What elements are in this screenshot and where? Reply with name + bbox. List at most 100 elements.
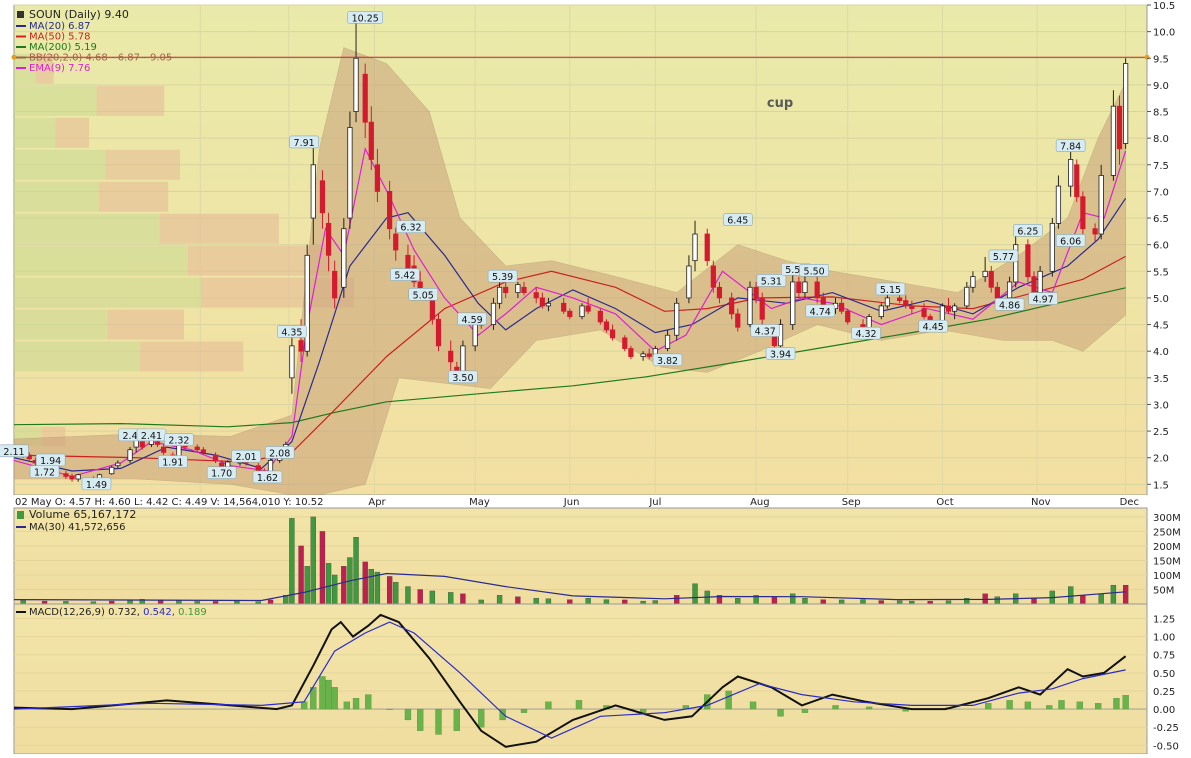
volume-bar: [735, 598, 741, 605]
candle: [1074, 159, 1080, 203]
price-label-text: 3.50: [452, 373, 473, 384]
price-label-box: [264, 446, 295, 459]
macd-tick-label: -0.50: [1153, 741, 1179, 752]
price-label-box: [756, 274, 787, 287]
candle: [646, 348, 652, 360]
volume-by-price: [14, 53, 354, 447]
volume-bar: [478, 599, 484, 605]
date-tick-label: Sep: [842, 497, 861, 508]
price-label-text: 4.45: [923, 322, 944, 333]
candle: [988, 265, 994, 293]
macd-title: MACD(12,26,9) 0.732, 0.542, 0.189: [29, 607, 207, 618]
candle: [539, 292, 545, 309]
price-label-text: 2.01: [236, 452, 257, 463]
volume-bar: [417, 589, 423, 605]
price-point-label: 4.32: [851, 326, 881, 340]
volume-by-price-up: [14, 341, 141, 372]
macd-histogram-bar: [325, 679, 332, 710]
candle-body: [341, 228, 347, 288]
symbol-label: SOUN (Daily) 9.40: [29, 8, 129, 21]
volume-by-price-up: [14, 213, 160, 244]
candle: [1116, 95, 1123, 165]
price-point-label: 2.01: [231, 449, 261, 463]
candle-body: [716, 286, 723, 299]
candle-body: [347, 127, 353, 219]
volume-bar: [1098, 593, 1104, 605]
candle-body: [994, 286, 1000, 299]
candle: [63, 471, 69, 480]
candle: [878, 303, 884, 320]
price-label-text: 3.82: [657, 356, 678, 367]
candle: [640, 351, 646, 361]
macd-tick-label: -0.25: [1153, 723, 1179, 734]
candle-body: [368, 121, 374, 160]
price-label-text: 6.06: [1060, 236, 1081, 247]
candle-body: [194, 446, 200, 451]
candle: [686, 255, 692, 304]
volume-tick-label: 250M: [1153, 527, 1181, 538]
price-label-text: 2.41: [123, 431, 144, 442]
volume-bar: [545, 598, 552, 605]
volume-bar: [692, 583, 698, 605]
candle-body: [387, 191, 393, 230]
volume-bar: [319, 531, 326, 605]
macd-lines: [13, 613, 1127, 748]
volume-bar: [1068, 586, 1074, 605]
candle-body: [952, 305, 958, 312]
candle-body: [1116, 105, 1123, 150]
macd-histogram-bar: [1058, 700, 1065, 710]
price-point-label: 6.25: [1013, 224, 1043, 237]
candle: [704, 228, 710, 266]
price-point-label: 6.32: [396, 220, 426, 234]
macd-histogram-bar: [520, 708, 528, 713]
macd-histogram-bar: [499, 708, 506, 721]
candle: [921, 303, 927, 320]
candle: [747, 281, 753, 328]
price-label-text: 1.91: [162, 458, 183, 469]
macd-histogram-bar: [319, 676, 326, 710]
price-tick-label: 9.0: [1153, 81, 1169, 92]
candle-body: [1031, 276, 1037, 294]
price-point-label: 4.37: [750, 324, 781, 337]
macd-histogram-bar: [1113, 698, 1120, 710]
candle: [1055, 175, 1062, 229]
volume-bar: [652, 600, 658, 605]
price-tick-label: 5.5: [1153, 267, 1169, 278]
candle-body: [945, 305, 952, 312]
macd-histogram-bar: [1046, 705, 1053, 710]
volume-by-price-down: [159, 213, 279, 244]
price-label-text: 1.70: [211, 469, 232, 480]
price-label-box: [918, 319, 949, 333]
price-point-label: 7.91: [289, 135, 319, 149]
candle: [310, 142, 316, 245]
candle-body: [353, 57, 359, 112]
macd-title-main: MACD(12,26,9) 0.732,: [29, 607, 143, 618]
price-label-text: 4.32: [855, 329, 876, 340]
price-label-box: [805, 304, 836, 318]
candle: [964, 281, 970, 309]
volume-bar: [353, 537, 359, 605]
price-point-label: 4.45: [918, 319, 949, 333]
date-tick-label: Nov: [1031, 497, 1051, 508]
candle: [790, 270, 796, 330]
price-point-label: 2.08: [264, 446, 295, 459]
candle: [692, 220, 698, 272]
volume-by-price-up: [14, 277, 201, 308]
volume-bar: [838, 599, 845, 605]
candle-body: [704, 233, 710, 262]
volume-by-price-down: [107, 309, 184, 340]
date-tick-label: Jun: [563, 497, 580, 508]
candle-body: [964, 286, 970, 307]
price-label-box: [750, 324, 781, 337]
price-label-text: 6.32: [400, 223, 421, 234]
macd-histogram: [300, 676, 1129, 735]
price-label-text: 5.05: [413, 290, 434, 301]
candle-body: [496, 286, 503, 304]
legend-label: EMA(9) 7.76: [29, 63, 90, 74]
macd-tick-label: 1.00: [1153, 633, 1175, 644]
volume-bar: [325, 563, 332, 605]
macd-title-hist: 0.189: [178, 607, 207, 618]
price-label-text: 4.37: [755, 326, 776, 337]
